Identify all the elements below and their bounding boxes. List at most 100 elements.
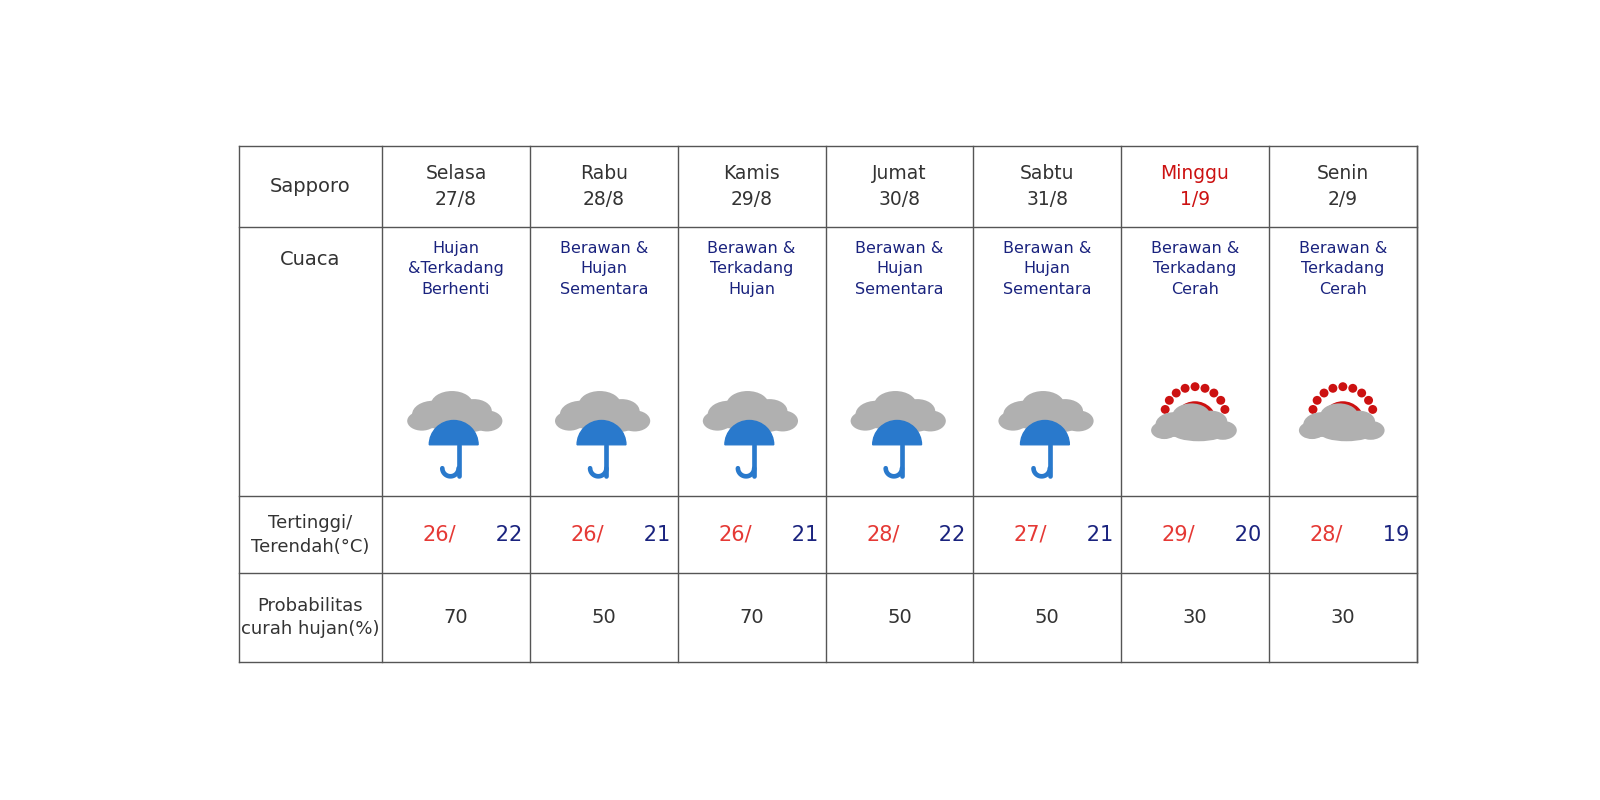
Text: Berawan &
Hujan
Sementara: Berawan & Hujan Sementara: [1003, 241, 1091, 297]
Wedge shape: [725, 421, 774, 445]
Wedge shape: [872, 421, 922, 445]
Wedge shape: [1173, 402, 1218, 423]
Text: Selasa
27/8: Selasa 27/8: [426, 164, 486, 210]
Text: Minggu
1/9: Minggu 1/9: [1160, 164, 1229, 210]
Text: 50: 50: [1035, 608, 1059, 627]
Ellipse shape: [472, 410, 502, 431]
Circle shape: [1216, 396, 1226, 405]
Circle shape: [1210, 389, 1218, 398]
Text: Hujan
&Terkadang
Berhenti: Hujan &Terkadang Berhenti: [408, 241, 504, 297]
Text: 26/: 26/: [718, 525, 752, 545]
Ellipse shape: [1003, 401, 1046, 428]
Text: 20: 20: [1195, 525, 1261, 545]
Ellipse shape: [573, 406, 605, 427]
Text: Senin
2/9: Senin 2/9: [1317, 164, 1370, 210]
Text: Berawan &
Hujan
Sementara: Berawan & Hujan Sementara: [560, 241, 648, 297]
Circle shape: [1309, 405, 1317, 414]
Ellipse shape: [1195, 410, 1227, 433]
Wedge shape: [429, 421, 478, 445]
Circle shape: [1181, 384, 1189, 393]
Ellipse shape: [915, 410, 946, 431]
Circle shape: [1365, 396, 1373, 405]
Wedge shape: [1021, 421, 1069, 445]
Ellipse shape: [1320, 403, 1358, 428]
Ellipse shape: [1016, 406, 1050, 427]
Ellipse shape: [619, 410, 650, 431]
Circle shape: [1171, 389, 1181, 398]
Ellipse shape: [1022, 415, 1080, 433]
Text: Tertinggi/
Terendah(°C): Tertinggi/ Terendah(°C): [251, 514, 370, 556]
Ellipse shape: [707, 401, 750, 428]
Ellipse shape: [726, 391, 768, 418]
Ellipse shape: [1304, 412, 1341, 437]
Text: 70: 70: [443, 608, 469, 627]
Ellipse shape: [1320, 426, 1373, 442]
Circle shape: [1160, 405, 1170, 414]
Text: 50: 50: [592, 608, 616, 627]
Text: 26/: 26/: [570, 525, 603, 545]
Ellipse shape: [579, 415, 637, 433]
Text: Berawan &
Terkadang
Hujan: Berawan & Terkadang Hujan: [707, 241, 795, 297]
Ellipse shape: [560, 401, 602, 428]
Text: 22: 22: [899, 525, 966, 545]
Ellipse shape: [1357, 421, 1384, 440]
Ellipse shape: [1342, 410, 1374, 433]
Ellipse shape: [998, 411, 1027, 430]
Circle shape: [1338, 382, 1347, 391]
Text: Berawan &
Terkadang
Cerah: Berawan & Terkadang Cerah: [1150, 241, 1240, 297]
Text: 21: 21: [752, 525, 818, 545]
Circle shape: [1200, 384, 1210, 393]
Text: 30: 30: [1331, 608, 1355, 627]
Circle shape: [1165, 396, 1174, 405]
Ellipse shape: [430, 391, 474, 418]
Ellipse shape: [413, 401, 454, 428]
Ellipse shape: [1299, 422, 1325, 439]
Circle shape: [1349, 384, 1357, 393]
Ellipse shape: [874, 415, 933, 433]
Ellipse shape: [579, 391, 621, 418]
Ellipse shape: [426, 406, 458, 427]
Ellipse shape: [766, 410, 798, 431]
Ellipse shape: [1150, 422, 1178, 439]
Text: Sapporo: Sapporo: [270, 177, 350, 196]
Circle shape: [1368, 405, 1378, 414]
Ellipse shape: [856, 401, 898, 428]
Ellipse shape: [869, 406, 901, 427]
Circle shape: [1190, 382, 1200, 391]
Ellipse shape: [1315, 418, 1344, 436]
Text: Berawan &
Hujan
Sementara: Berawan & Hujan Sementara: [854, 241, 944, 297]
Ellipse shape: [899, 399, 936, 423]
Wedge shape: [1322, 402, 1365, 423]
Text: 29/: 29/: [1162, 525, 1195, 545]
Text: 28/: 28/: [1309, 525, 1342, 545]
Ellipse shape: [720, 406, 754, 427]
Ellipse shape: [1173, 403, 1211, 428]
Ellipse shape: [1168, 418, 1197, 436]
Ellipse shape: [1048, 399, 1083, 423]
Text: 22: 22: [456, 525, 522, 545]
Circle shape: [1221, 405, 1229, 414]
Ellipse shape: [851, 411, 880, 430]
Ellipse shape: [603, 399, 640, 423]
Circle shape: [1320, 389, 1328, 398]
Text: 27/: 27/: [1014, 525, 1048, 545]
Ellipse shape: [456, 399, 491, 423]
Text: Sabtu
31/8: Sabtu 31/8: [1019, 164, 1075, 210]
Text: 70: 70: [739, 608, 763, 627]
Ellipse shape: [1062, 410, 1094, 431]
Text: 30: 30: [1182, 608, 1208, 627]
Text: Cuaca: Cuaca: [280, 250, 341, 269]
Ellipse shape: [874, 391, 917, 418]
Ellipse shape: [408, 411, 437, 430]
Wedge shape: [578, 421, 626, 445]
Text: 26/: 26/: [422, 525, 456, 545]
Text: 21: 21: [603, 525, 670, 545]
Circle shape: [1328, 384, 1338, 393]
Text: Rabu
28/8: Rabu 28/8: [579, 164, 627, 210]
Ellipse shape: [752, 399, 787, 423]
Text: Probabilitas
curah hujan(%): Probabilitas curah hujan(%): [242, 597, 379, 638]
Ellipse shape: [1155, 412, 1194, 437]
Text: Jumat
30/8: Jumat 30/8: [872, 164, 926, 210]
Ellipse shape: [726, 415, 786, 433]
Text: 21: 21: [1048, 525, 1114, 545]
